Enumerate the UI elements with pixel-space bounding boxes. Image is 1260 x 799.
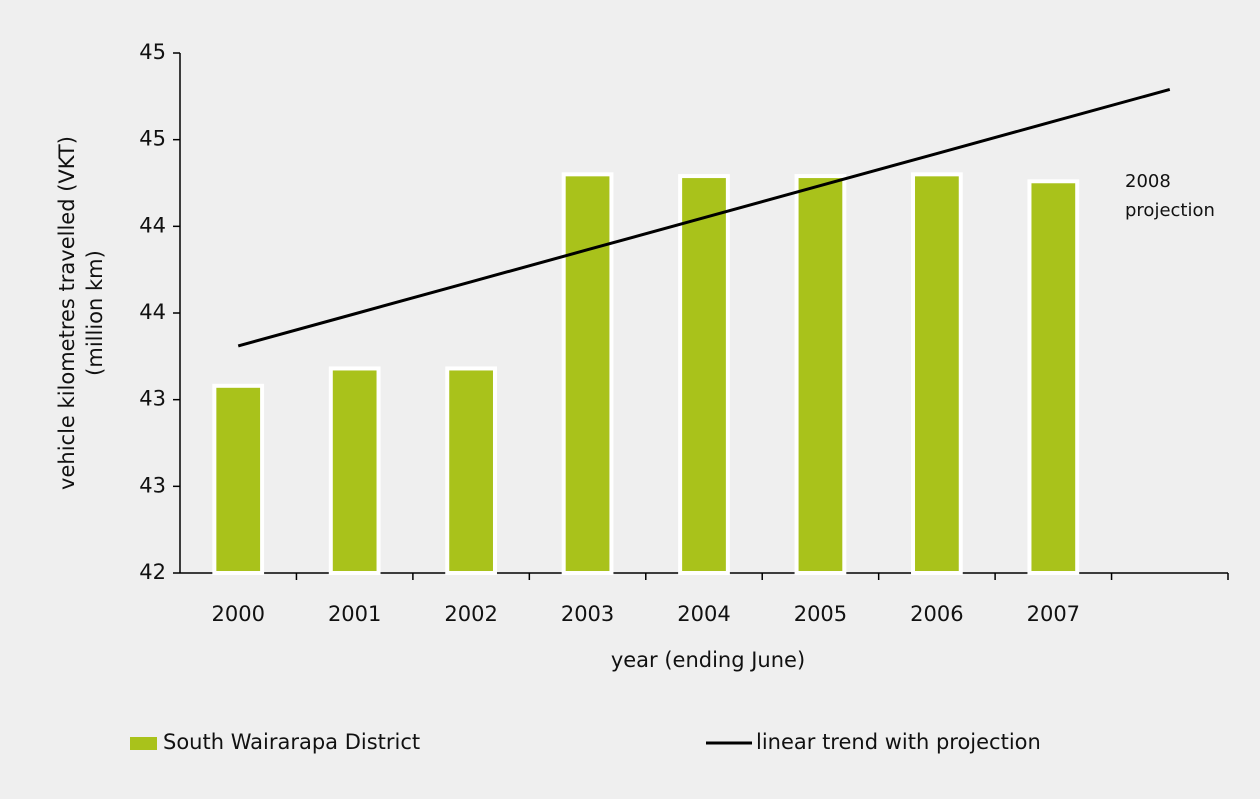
y-tick-label: 44 <box>139 300 166 324</box>
bar <box>561 172 614 575</box>
legend-label: South Wairarapa District <box>163 730 420 754</box>
bar <box>1027 179 1080 575</box>
bar <box>212 383 265 575</box>
x-tick-label: 2003 <box>561 602 614 626</box>
y-tick-label: 43 <box>139 473 166 497</box>
x-tick-label: 2000 <box>211 602 264 626</box>
y-tick-label: 45 <box>139 40 166 64</box>
x-tick-label: 2002 <box>444 602 497 626</box>
bar <box>794 174 847 575</box>
bar <box>911 172 963 575</box>
legend-swatch <box>130 737 157 750</box>
x-tick-label: 2005 <box>794 602 847 626</box>
x-tick-label: 2001 <box>328 602 381 626</box>
y-axis-label-line: vehicle kilometres travelled (VKT) <box>55 136 79 490</box>
x-tick-label: 2006 <box>910 602 963 626</box>
y-axis-label: vehicle kilometres travelled (VKT) (mill… <box>55 136 107 490</box>
y-tick-label: 45 <box>139 127 166 151</box>
annotation: 2008 <box>1125 171 1171 192</box>
bar <box>445 366 497 576</box>
trend-line <box>237 87 1171 348</box>
x-tick-label: 2007 <box>1027 602 1080 626</box>
annotation: projection <box>1125 200 1215 221</box>
y-tick-label: 44 <box>139 213 166 237</box>
bar <box>328 366 381 576</box>
y-tick-label: 42 <box>139 560 166 584</box>
legend-label: linear trend with projection <box>756 730 1041 754</box>
y-axis-label-line: (million km) <box>83 250 107 376</box>
y-tick-label: 43 <box>139 387 166 411</box>
bar <box>678 174 730 575</box>
x-axis-label: year (ending June) <box>611 648 805 672</box>
x-tick-label: 2004 <box>677 602 730 626</box>
